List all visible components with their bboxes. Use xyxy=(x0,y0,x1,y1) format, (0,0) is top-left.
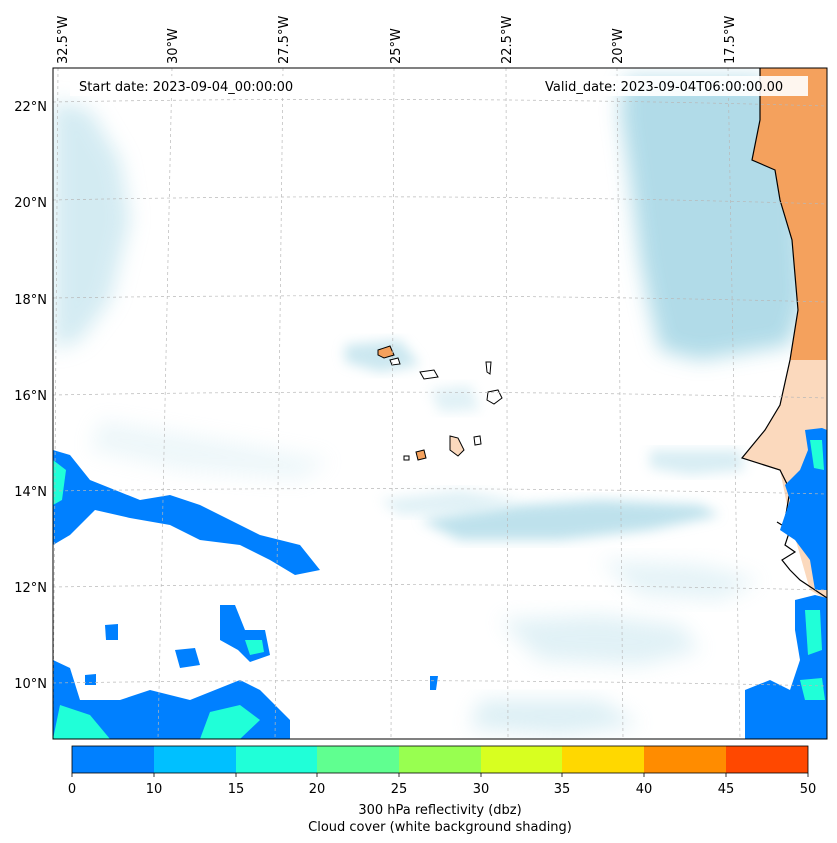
colorbar-segment xyxy=(726,746,808,773)
lat-tick-label: 12°N xyxy=(14,581,47,596)
island-brava xyxy=(403,455,410,461)
map-panel: Start date: 2023-09-04_00:00:00 Valid_da… xyxy=(53,68,827,739)
island-santiago xyxy=(449,435,465,457)
lon-tick-label: 30°W xyxy=(166,28,181,64)
lat-tick-label: 20°N xyxy=(14,196,47,211)
colorbar-tick-label: 25 xyxy=(391,782,408,797)
lat-tick-labels: 22°N 20°N 18°N 16°N 14°N 12°N 10°N xyxy=(14,100,47,692)
colorbar-tick-label: 50 xyxy=(800,782,817,797)
lon-tick-label: 22.5°W xyxy=(500,16,515,64)
colorbar-tick-label: 35 xyxy=(554,782,571,797)
colorbar-ticks xyxy=(71,773,809,777)
lon-tick-label: 27.5°W xyxy=(277,16,292,64)
island-sao-nicolau xyxy=(419,369,439,380)
lat-tick-label: 22°N xyxy=(14,100,47,115)
map-frame xyxy=(52,67,828,740)
colorbar-segment xyxy=(481,746,562,773)
colorbar-segment xyxy=(644,746,726,773)
colorbar-tick-label: 15 xyxy=(228,782,245,797)
valid-date-label: Valid_date: 2023-09-04T06:00:00.00 xyxy=(545,80,783,95)
colorbar-tick-label: 10 xyxy=(146,782,163,797)
gridlines xyxy=(53,68,827,739)
island-boa-vista xyxy=(486,389,503,405)
reflectivity-contours xyxy=(53,428,827,739)
valid-date-box: Valid_date: 2023-09-04T06:00:00.00 xyxy=(538,76,808,96)
cloud-cover-shading xyxy=(53,78,805,735)
colorbar-segment xyxy=(154,746,236,773)
colorbar-sublabel: Cloud cover (white background shading) xyxy=(308,820,572,835)
lon-tick-label: 17.5°W xyxy=(723,16,738,64)
lon-tick-labels: 32.5°W 30°W 27.5°W 25°W 22.5°W 20°W 17.5… xyxy=(56,16,738,64)
colorbar-segment xyxy=(236,746,317,773)
lat-tick-label: 18°N xyxy=(14,293,47,308)
island-fogo xyxy=(415,449,427,461)
island-sal xyxy=(485,361,492,375)
colorbar-label: 300 hPa reflectivity (dbz) xyxy=(358,803,521,818)
lon-tick-label: 20°W xyxy=(611,28,626,64)
lat-tick-label: 10°N xyxy=(14,677,47,692)
start-date-box: Start date: 2023-09-04_00:00:00 xyxy=(70,76,314,96)
colorbar-segment xyxy=(562,746,644,773)
lat-tick-label: 16°N xyxy=(14,389,47,404)
colorbar-tick-labels: 0 10 15 20 25 30 35 40 45 50 xyxy=(68,782,816,797)
colorbar: 0 10 15 20 25 30 35 40 45 50 300 hPa ref… xyxy=(68,745,816,835)
colorbar-tick-label: 45 xyxy=(718,782,735,797)
colorbar-tick-label: 0 xyxy=(68,782,76,797)
lon-tick-label: 32.5°W xyxy=(56,16,71,64)
colorbar-tick-label: 20 xyxy=(309,782,326,797)
island-santo-antao xyxy=(377,345,395,359)
colorbar-segment xyxy=(317,746,399,773)
colorbar-tick-label: 30 xyxy=(473,782,490,797)
colorbar-segment xyxy=(72,746,154,773)
colorbar-tick-label: 40 xyxy=(636,782,653,797)
lat-tick-label: 14°N xyxy=(14,485,47,500)
start-date-label: Start date: 2023-09-04_00:00:00 xyxy=(79,80,293,95)
island-maio xyxy=(473,435,482,446)
colorbar-frame xyxy=(71,745,809,774)
colorbar-segment xyxy=(399,746,481,773)
lon-tick-label: 25°W xyxy=(389,28,404,64)
cape-verde-islands xyxy=(377,345,503,461)
